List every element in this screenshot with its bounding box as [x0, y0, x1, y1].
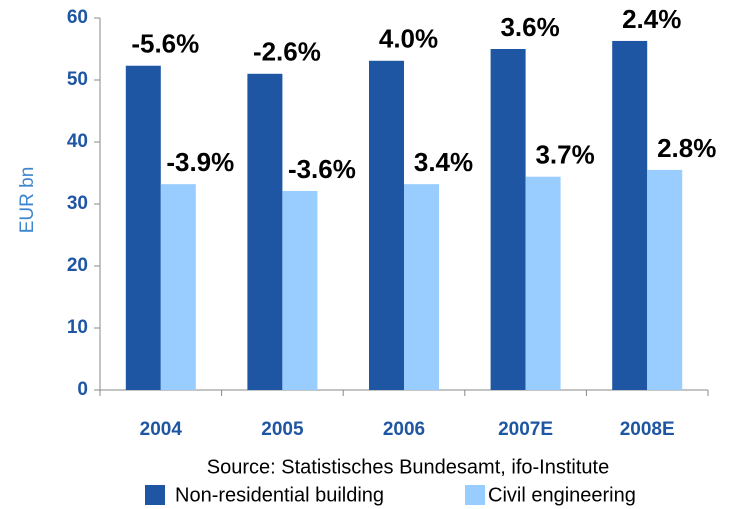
bar-label: -3.6% — [288, 154, 356, 184]
x-tick-label: 2004 — [140, 419, 183, 440]
y-tick-label: 60 — [67, 7, 88, 28]
bar-label: 2.4% — [622, 4, 681, 34]
legend-swatch — [465, 485, 485, 505]
y-tick-label: 10 — [67, 317, 88, 338]
y-tick-label: 40 — [67, 131, 88, 152]
x-tick-label: 2006 — [383, 419, 425, 440]
bar — [490, 49, 526, 390]
bar-label: 3.7% — [535, 140, 594, 170]
legend-label: Non-residential building — [175, 484, 384, 506]
bar — [160, 184, 196, 390]
legend-swatch — [145, 485, 165, 505]
bar-label: 2.8% — [657, 133, 716, 163]
legend-label: Civil engineering — [488, 484, 636, 506]
bar — [282, 190, 318, 390]
source: Source: Statistisches Bundesamt, ifo-Ins… — [207, 456, 609, 478]
bar-label: 4.0% — [379, 24, 438, 54]
bar-label: 3.6% — [500, 12, 559, 42]
y-axis-title: EUR bn — [17, 167, 38, 234]
y-tick-label: 20 — [67, 255, 88, 276]
x-tick-label: 2007E — [498, 419, 553, 440]
bar — [404, 184, 439, 390]
bar-label: -2.6% — [253, 37, 321, 67]
bar — [247, 73, 283, 391]
x-tick-label: 2005 — [261, 419, 304, 440]
bar-label: -5.6% — [131, 29, 199, 59]
bar — [647, 169, 683, 390]
y-tick-label: 30 — [67, 193, 88, 214]
bar-label: 3.4% — [414, 147, 473, 177]
bar-label: -3.9% — [166, 147, 234, 177]
y-tick-label: 50 — [67, 69, 88, 90]
bar — [125, 65, 161, 391]
bar — [369, 60, 404, 390]
bar — [612, 40, 648, 390]
x-tick-label: 2008E — [620, 419, 675, 440]
bar — [525, 176, 561, 390]
y-tick-label: 0 — [77, 379, 88, 400]
